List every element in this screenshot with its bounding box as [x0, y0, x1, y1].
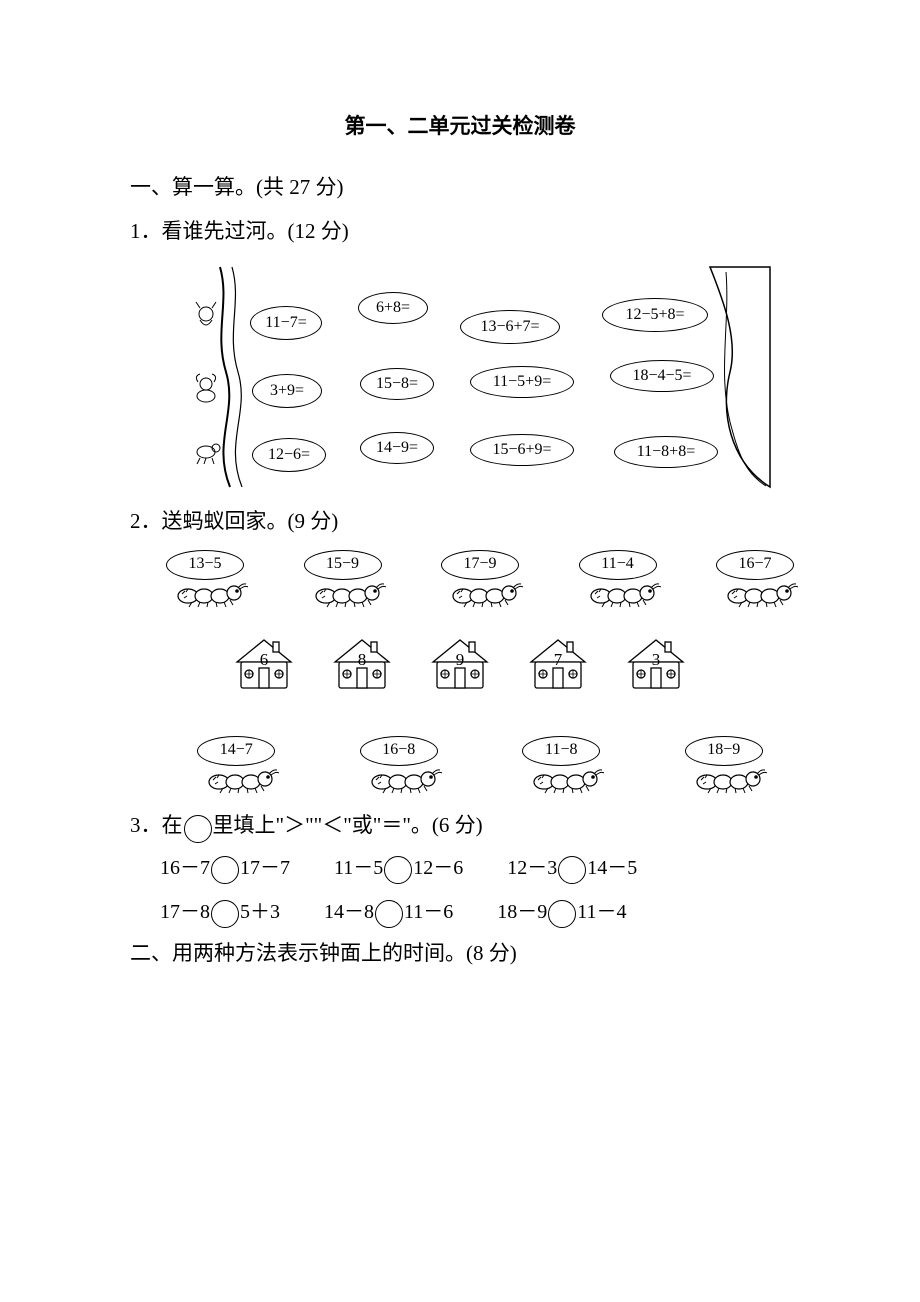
ant-item: 17−9: [435, 550, 545, 610]
ant-item: 11−4: [573, 550, 683, 610]
circle-icon[interactable]: [211, 900, 239, 928]
q3-stem-pre: 3．在: [130, 813, 183, 837]
compare-item: 14－8 11－6: [324, 890, 453, 934]
page: 第一、二单元过关检测卷 一、算一算。(共 27 分) 1．看谁先过河。(12 分…: [0, 0, 920, 1033]
house-item: 7: [523, 634, 593, 692]
section-2: 二、用两种方法表示钟面上的时间。(8 分): [130, 934, 790, 974]
circle-icon[interactable]: [375, 900, 403, 928]
compare-item: 18－9 11－4: [497, 890, 626, 934]
lhs: 18－9: [497, 890, 547, 934]
circle-icon[interactable]: [384, 856, 412, 884]
equation-oval: 14−9=: [360, 432, 434, 464]
compare-block: 16－717－711－512－612－314－517－85＋314－811－61…: [160, 846, 790, 934]
rhs: 11－6: [404, 890, 453, 934]
compare-row: 16－7 17－7 11－5 12－6 12－3 14－5: [160, 846, 790, 890]
equation-oval: 11−5+9=: [470, 366, 574, 398]
equation-oval: 6+8=: [358, 292, 428, 324]
compare-item: 16－7 17－7: [160, 846, 290, 890]
q2-stem: 2．送蚂蚁回家。(9 分): [130, 502, 790, 542]
ant-item: 16−7: [710, 550, 820, 610]
lhs: 12－3: [507, 846, 557, 890]
ant-icon: [449, 582, 523, 608]
section-2-heading: 二、用两种方法表示钟面上的时间。(8 分): [130, 934, 790, 974]
compare-item: 17－8 5＋3: [160, 890, 280, 934]
rhs: 5＋3: [240, 890, 280, 934]
ants-row-top: 13−5 15−9 17−9: [160, 550, 820, 610]
house-item: 3: [621, 634, 691, 692]
section-1: 一、算一算。(共 27 分) 1．看谁先过河。(12 分): [130, 168, 790, 934]
equation-oval: 11−8+8=: [614, 436, 718, 468]
house-row: 6 8 9: [130, 634, 790, 692]
lhs: 16－7: [160, 846, 210, 890]
ants-row-bottom: 14−7 16−8 11−8: [170, 736, 810, 796]
ant-item: 14−7: [191, 736, 301, 796]
q3-stem: 3．在 里填上"＞""＜"或"＝"。(6 分): [130, 806, 790, 846]
q3-stem-post: 里填上"＞""＜"或"＝"。(6 分): [213, 813, 483, 837]
equation-oval: 3+9=: [252, 374, 322, 408]
ant-icon: [693, 768, 767, 794]
compare-item: 11－5 12－6: [334, 846, 463, 890]
q1: 1．看谁先过河。(12 分): [130, 212, 790, 492]
equation-oval: 12−5+8=: [602, 298, 708, 332]
ant-item: 11−8: [516, 736, 626, 796]
house-number: 3: [621, 644, 691, 676]
circle-icon[interactable]: [558, 856, 586, 884]
ant-icon: [587, 582, 661, 608]
q3: 3．在里填上"＞""＜"或"＝"。(6 分) 16－717－711－512－61…: [130, 806, 790, 934]
rhs: 17－7: [240, 846, 290, 890]
house-item: 9: [425, 634, 495, 692]
equation-oval: 12−6=: [252, 438, 326, 472]
lhs: 11－5: [334, 846, 383, 890]
compare-item: 12－3 14－5: [507, 846, 637, 890]
ant-icon: [724, 582, 798, 608]
lhs: 17－8: [160, 890, 210, 934]
equation-oval: 15−8=: [360, 368, 434, 400]
q1-stem: 1．看谁先过河。(12 分): [130, 212, 790, 252]
ant-icon: [368, 768, 442, 794]
rhs: 12－6: [413, 846, 463, 890]
ant-icon: [205, 768, 279, 794]
ant-icon: [530, 768, 604, 794]
ant-item: 13−5: [160, 550, 270, 610]
river-diagram: 11−7= 6+8= 13−6+7= 12−5+8= 3+9= 15−8= 11−5+9= 1…: [170, 262, 780, 492]
equation-oval: 11−7=: [250, 306, 322, 340]
lhs: 14－8: [324, 890, 374, 934]
q2: 2．送蚂蚁回家。(9 分) 13−5 15−9: [130, 502, 790, 796]
house-number: 9: [425, 644, 495, 676]
ant-item: 15−9: [298, 550, 408, 610]
house-number: 8: [327, 644, 397, 676]
ant-icon: [174, 582, 248, 608]
house-item: 6: [229, 634, 299, 692]
equation-oval: 13−6+7=: [460, 310, 560, 344]
rhs: 11－4: [577, 890, 626, 934]
rhs: 14－5: [587, 846, 637, 890]
ant-item: 18−9: [679, 736, 789, 796]
circle-icon: [184, 815, 212, 843]
circle-icon[interactable]: [548, 900, 576, 928]
ant-item: 16−8: [354, 736, 464, 796]
compare-row: 17－8 5＋3 14－8 11－6 18－9 11－4: [160, 890, 790, 934]
house-number: 7: [523, 644, 593, 676]
ant-icon: [312, 582, 386, 608]
section-1-heading: 一、算一算。(共 27 分): [130, 168, 790, 208]
equation-oval: 18−4−5=: [610, 360, 714, 392]
circle-icon[interactable]: [211, 856, 239, 884]
house-number: 6: [229, 644, 299, 676]
house-item: 8: [327, 634, 397, 692]
page-title: 第一、二单元过关检测卷: [130, 110, 790, 140]
equation-oval: 15−6+9=: [470, 434, 574, 466]
